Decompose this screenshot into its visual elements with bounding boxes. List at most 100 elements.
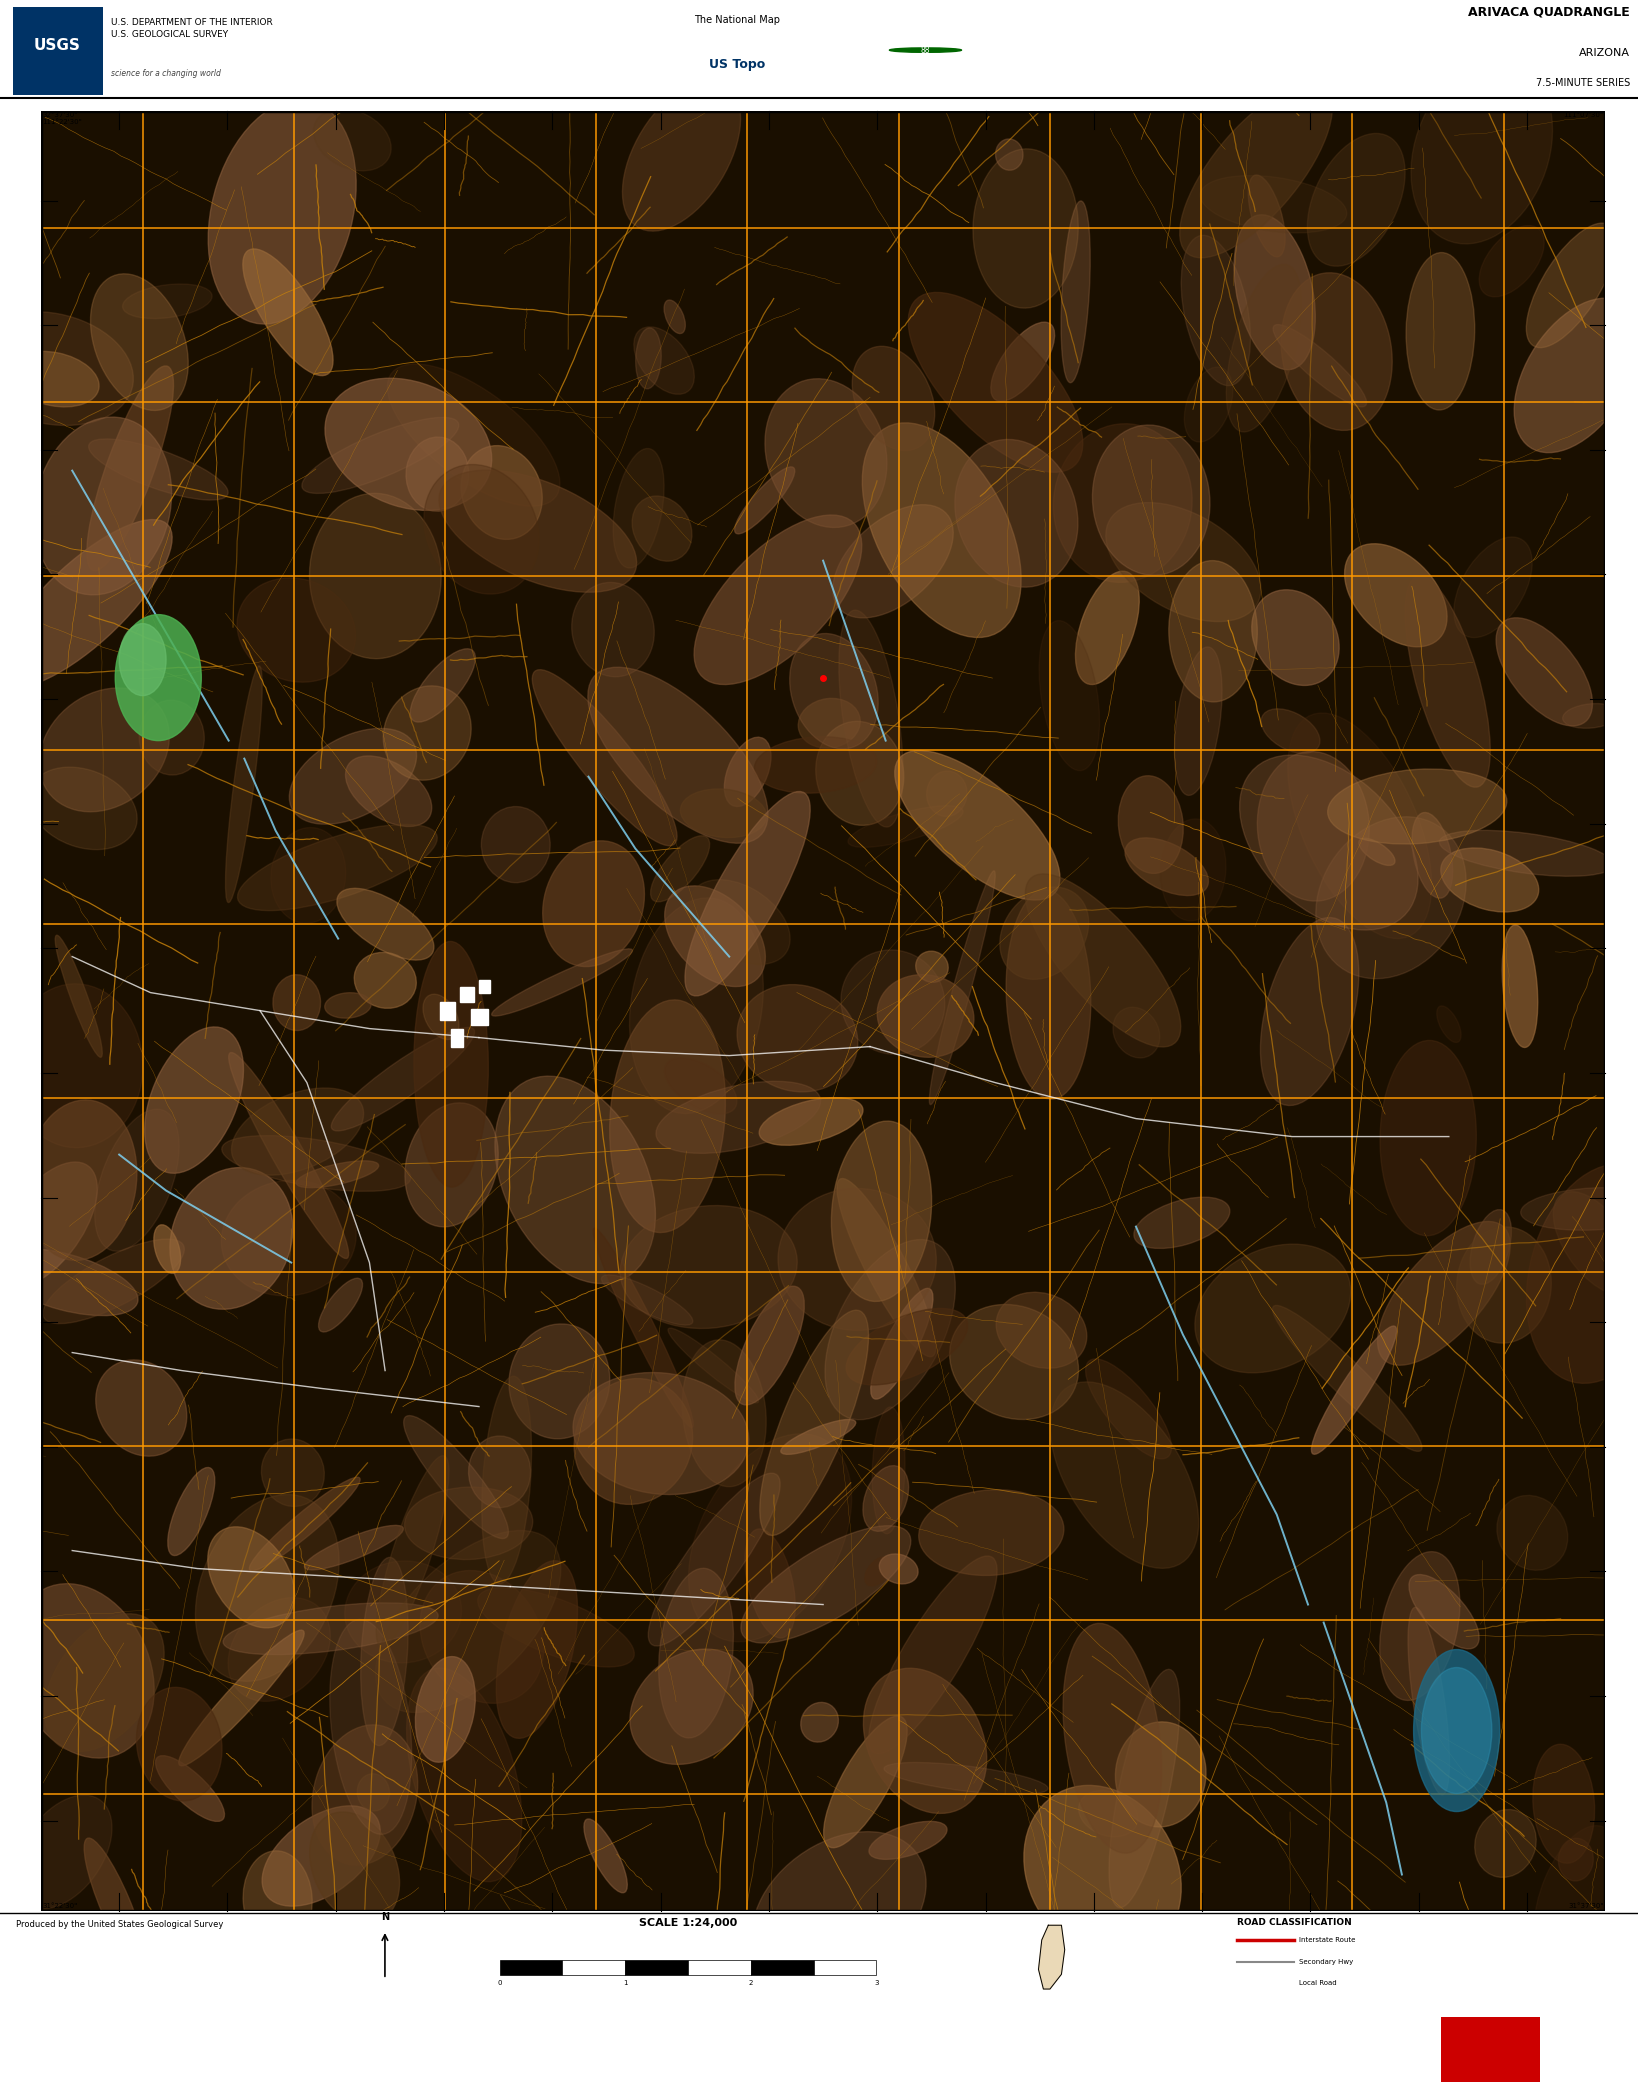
Ellipse shape bbox=[1287, 712, 1432, 940]
Ellipse shape bbox=[852, 347, 935, 451]
Bar bbox=[460, 988, 475, 1002]
Ellipse shape bbox=[377, 1455, 449, 1647]
Ellipse shape bbox=[1315, 816, 1466, 979]
Ellipse shape bbox=[1261, 708, 1320, 754]
Ellipse shape bbox=[1378, 1221, 1510, 1366]
Ellipse shape bbox=[424, 464, 539, 595]
Ellipse shape bbox=[907, 292, 1083, 472]
Text: 31°22'30": 31°22'30" bbox=[43, 1902, 77, 1908]
Ellipse shape bbox=[601, 1276, 693, 1326]
Bar bbox=[1441, 2017, 1540, 2082]
Text: Produced by the United States Geological Survey: Produced by the United States Geological… bbox=[16, 1921, 224, 1929]
Ellipse shape bbox=[824, 1716, 907, 1848]
Text: 32°37'30": 32°37'30" bbox=[43, 113, 79, 119]
Ellipse shape bbox=[242, 1850, 313, 1948]
Ellipse shape bbox=[491, 948, 632, 1017]
Ellipse shape bbox=[0, 1249, 138, 1315]
Text: The National Map: The National Map bbox=[695, 15, 780, 25]
Ellipse shape bbox=[482, 1376, 532, 1585]
Ellipse shape bbox=[826, 1240, 955, 1420]
Ellipse shape bbox=[927, 770, 966, 816]
Ellipse shape bbox=[894, 750, 1060, 900]
Ellipse shape bbox=[737, 986, 858, 1092]
Ellipse shape bbox=[423, 994, 459, 1040]
Ellipse shape bbox=[310, 493, 441, 658]
Ellipse shape bbox=[1063, 1622, 1161, 1854]
Ellipse shape bbox=[839, 610, 903, 827]
Ellipse shape bbox=[752, 1831, 925, 1986]
Ellipse shape bbox=[542, 841, 644, 967]
Ellipse shape bbox=[0, 311, 133, 426]
Ellipse shape bbox=[406, 436, 468, 512]
Ellipse shape bbox=[973, 148, 1078, 309]
Ellipse shape bbox=[1422, 1668, 1492, 1794]
Ellipse shape bbox=[816, 720, 904, 825]
Ellipse shape bbox=[324, 378, 491, 509]
Ellipse shape bbox=[878, 975, 975, 1057]
Ellipse shape bbox=[123, 284, 211, 319]
Bar bbox=[814, 1959, 876, 1975]
Ellipse shape bbox=[1495, 618, 1592, 727]
Ellipse shape bbox=[593, 1228, 693, 1428]
Ellipse shape bbox=[1179, 84, 1332, 257]
Ellipse shape bbox=[357, 1773, 390, 1810]
Ellipse shape bbox=[663, 301, 685, 334]
Ellipse shape bbox=[868, 1556, 998, 1754]
Ellipse shape bbox=[44, 1614, 164, 1752]
Text: 1: 1 bbox=[622, 1979, 627, 1986]
Ellipse shape bbox=[154, 1226, 180, 1274]
Ellipse shape bbox=[310, 1812, 400, 1923]
Ellipse shape bbox=[631, 1650, 753, 1764]
Polygon shape bbox=[1038, 1925, 1065, 1990]
Ellipse shape bbox=[658, 1568, 734, 1737]
Ellipse shape bbox=[955, 438, 1078, 587]
Ellipse shape bbox=[1251, 589, 1340, 685]
Bar bbox=[688, 1959, 750, 1975]
Ellipse shape bbox=[1307, 134, 1405, 265]
Ellipse shape bbox=[115, 614, 201, 741]
Ellipse shape bbox=[1260, 917, 1360, 1105]
Ellipse shape bbox=[331, 1027, 475, 1132]
Ellipse shape bbox=[1115, 1723, 1206, 1827]
Ellipse shape bbox=[734, 468, 794, 535]
Ellipse shape bbox=[1233, 215, 1315, 370]
Ellipse shape bbox=[613, 449, 663, 568]
Text: ARIZONA: ARIZONA bbox=[1579, 48, 1630, 58]
Ellipse shape bbox=[1112, 1006, 1160, 1059]
Ellipse shape bbox=[919, 1489, 1063, 1576]
Ellipse shape bbox=[88, 438, 228, 499]
FancyBboxPatch shape bbox=[13, 6, 103, 96]
Ellipse shape bbox=[120, 624, 165, 695]
Ellipse shape bbox=[242, 248, 333, 376]
Text: ROAD CLASSIFICATION: ROAD CLASSIFICATION bbox=[1237, 1919, 1351, 1927]
Ellipse shape bbox=[1379, 1551, 1459, 1700]
Ellipse shape bbox=[765, 378, 886, 528]
Ellipse shape bbox=[636, 328, 662, 388]
Ellipse shape bbox=[1535, 1825, 1618, 1965]
Ellipse shape bbox=[1086, 1359, 1171, 1460]
Bar bbox=[562, 1959, 626, 1975]
Ellipse shape bbox=[1133, 1196, 1230, 1249]
Ellipse shape bbox=[84, 1837, 146, 1971]
Ellipse shape bbox=[208, 100, 355, 324]
Ellipse shape bbox=[832, 505, 953, 618]
Ellipse shape bbox=[634, 328, 695, 395]
Ellipse shape bbox=[468, 1437, 531, 1508]
Ellipse shape bbox=[229, 1052, 349, 1259]
Ellipse shape bbox=[15, 1796, 111, 1908]
Ellipse shape bbox=[1038, 620, 1099, 770]
Ellipse shape bbox=[1405, 576, 1491, 787]
Ellipse shape bbox=[609, 1000, 726, 1232]
Ellipse shape bbox=[1125, 837, 1209, 896]
Ellipse shape bbox=[801, 1702, 839, 1741]
Ellipse shape bbox=[1184, 367, 1233, 443]
Ellipse shape bbox=[1281, 274, 1392, 430]
Ellipse shape bbox=[482, 806, 550, 883]
Ellipse shape bbox=[665, 885, 765, 986]
Ellipse shape bbox=[375, 1531, 560, 1712]
Ellipse shape bbox=[1412, 812, 1453, 898]
Ellipse shape bbox=[668, 1328, 758, 1403]
Ellipse shape bbox=[862, 424, 1020, 637]
Ellipse shape bbox=[1563, 704, 1620, 729]
Bar bbox=[450, 1029, 464, 1046]
